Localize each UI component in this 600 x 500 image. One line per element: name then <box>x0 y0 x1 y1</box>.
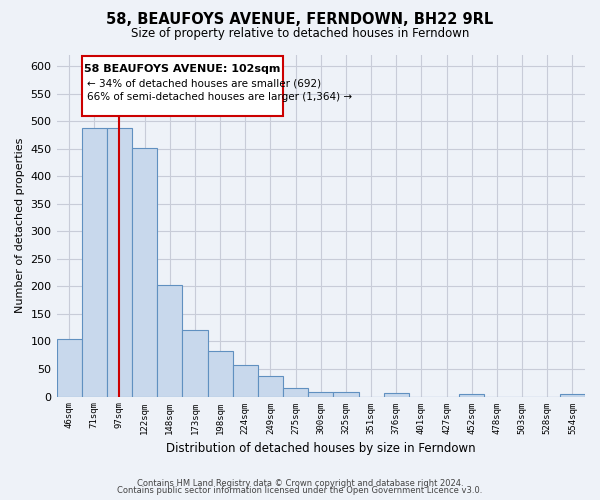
Bar <box>383 394 409 396</box>
Bar <box>157 286 182 397</box>
Bar <box>308 392 334 396</box>
Bar <box>560 394 585 396</box>
Bar <box>258 376 283 396</box>
FancyBboxPatch shape <box>82 56 283 116</box>
X-axis label: Distribution of detached houses by size in Ferndown: Distribution of detached houses by size … <box>166 442 476 455</box>
Bar <box>107 128 132 396</box>
Y-axis label: Number of detached properties: Number of detached properties <box>15 138 25 314</box>
Bar <box>459 394 484 396</box>
Text: Contains public sector information licensed under the Open Government Licence v3: Contains public sector information licen… <box>118 486 482 495</box>
Text: Contains HM Land Registry data © Crown copyright and database right 2024.: Contains HM Land Registry data © Crown c… <box>137 478 463 488</box>
Text: 58 BEAUFOYS AVENUE: 102sqm: 58 BEAUFOYS AVENUE: 102sqm <box>84 64 281 74</box>
Bar <box>283 388 308 396</box>
Text: ← 34% of detached houses are smaller (692): ← 34% of detached houses are smaller (69… <box>87 78 321 88</box>
Bar <box>233 365 258 396</box>
Bar <box>182 330 208 396</box>
Bar <box>82 128 107 396</box>
Text: Size of property relative to detached houses in Ferndown: Size of property relative to detached ho… <box>131 28 469 40</box>
Text: 58, BEAUFOYS AVENUE, FERNDOWN, BH22 9RL: 58, BEAUFOYS AVENUE, FERNDOWN, BH22 9RL <box>106 12 494 28</box>
Bar <box>56 338 82 396</box>
Bar <box>208 351 233 397</box>
Bar <box>132 148 157 396</box>
Bar <box>334 392 359 396</box>
Text: 66% of semi-detached houses are larger (1,364) →: 66% of semi-detached houses are larger (… <box>87 92 352 102</box>
